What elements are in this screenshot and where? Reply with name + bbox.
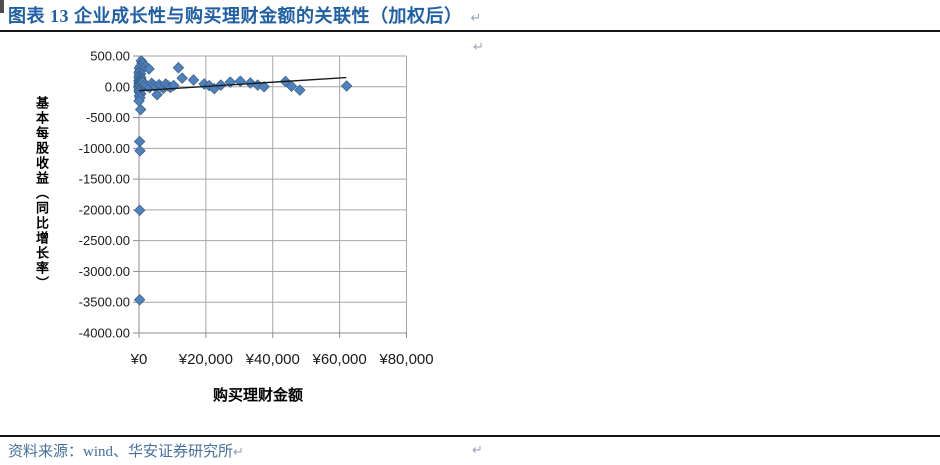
scatter-point [151,89,163,101]
x-tick-label: ¥60,000 [312,351,367,368]
scatter-chart: 500.00 0.00 -500.00 -1000.00 -1500.00 -2000.0… [0,40,484,430]
y-tick-label: -3500.00 [79,295,130,310]
figure-title: 图表 13 企业成长性与购买理财金额的关联性（加权后） ↵ [8,2,928,28]
y-tick-label: 500.00 [90,49,130,64]
scatter-point [168,79,180,92]
paragraph-mark-icon: ↵ [473,40,484,55]
scatter-point [176,72,188,84]
scatter-point [133,204,146,216]
trend-line [138,76,347,92]
y-tick-label: -3000.00 [79,264,130,279]
scatter-point [187,74,200,86]
y-axis-title: 基本每股收益（同比增长率） [34,96,49,291]
table-anchor-mark [0,0,4,13]
source-note: 资料来源：wind、华安证券研究所↵ [8,440,244,461]
y-tick-label: -1500.00 [79,172,130,187]
scatter-point [134,103,147,116]
source-note-text: 资料来源：wind、华安证券研究所 [8,444,234,460]
scatter-point [294,84,306,96]
paragraph-mark-icon: ↵ [233,445,244,460]
y-tick-label: -2500.00 [79,233,130,248]
scatter-point [172,61,185,74]
y-tick-label: -4000.00 [79,326,130,341]
x-tick-label: ¥80,000 [378,351,433,368]
scatter-point [340,80,353,92]
y-tick-label: -500.00 [86,110,130,125]
figure-title-text: 图表 13 企业成长性与购买理财金额的关联性（加权后） [8,6,463,26]
paragraph-mark-icon: ↵ [470,11,482,26]
y-tick-label: -1000.00 [79,141,130,156]
source-divider-line [0,435,940,437]
x-tick-label: ¥40,000 [245,351,300,368]
paragraph-mark-icon: ↵ [472,443,483,458]
chart-plot-svg: 500.00 0.00 -500.00 -1000.00 -1500.00 -2000.0… [79,49,434,369]
scatter-point [133,135,146,148]
y-tick-label: -2000.00 [79,202,130,217]
scatter-point [133,293,146,306]
scatter-point [143,63,155,75]
scatter-point [258,81,270,93]
y-tick-label: 0.00 [105,79,130,94]
x-tick-label: ¥0 [130,351,148,368]
scatter-point [285,80,298,93]
title-divider-line [0,30,940,32]
x-tick-label: ¥20,000 [178,351,233,368]
x-axis-title: 购买理财金额 [212,387,303,404]
scatter-point [134,145,146,157]
